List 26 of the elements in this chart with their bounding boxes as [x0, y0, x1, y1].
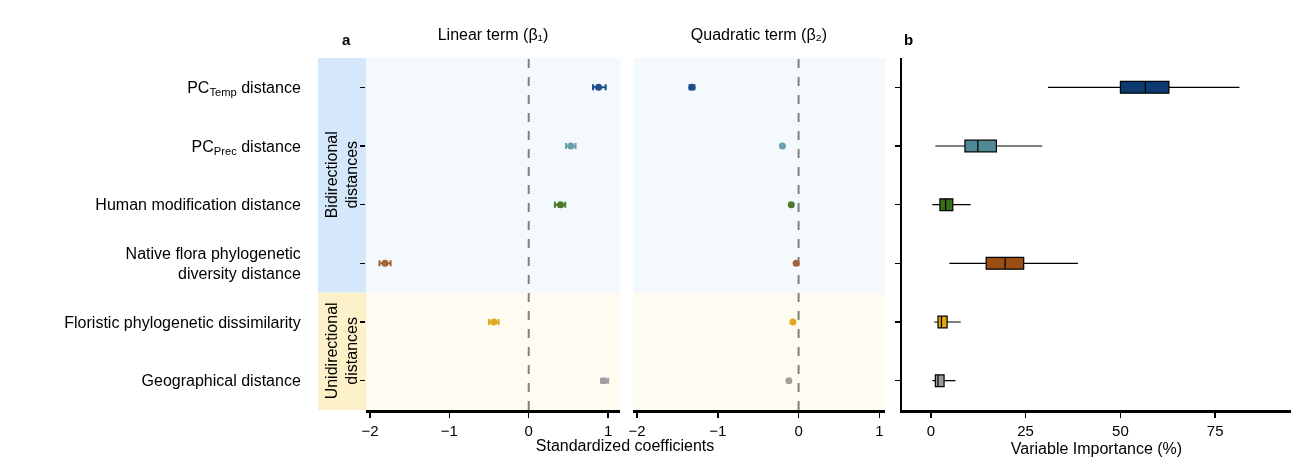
x-tick-label: 75 — [1206, 421, 1224, 439]
text: a — [342, 31, 351, 48]
band-label: Bidirectional distances — [322, 131, 361, 219]
text: b — [904, 31, 914, 48]
chart-title: Linear term (β₁) — [437, 26, 549, 43]
x-tick-label: −2 — [628, 421, 646, 439]
y-tick-label: PC$_{Temp}$ distance — [187, 78, 301, 99]
x-tick-label: 25 — [1017, 421, 1034, 439]
y-tick-label: Floristic phylogenetic dissimilarity — [64, 313, 301, 331]
x-tick-label: 50 — [1112, 421, 1129, 439]
chart-title: Quadratic term (β₂) — [690, 26, 828, 43]
x-tick-label: 0 — [794, 421, 803, 439]
x-tick-label: −1 — [440, 421, 458, 439]
x-tick-label: −1 — [709, 421, 727, 439]
y-tick-label: PC$_{Prec}$ distance — [191, 137, 301, 157]
x-tick-label: 1 — [603, 421, 613, 439]
band-label: Unidirectional distances — [322, 302, 361, 400]
y-tick-label: Geographical distance — [141, 372, 301, 390]
y-tick-label: Native flora phylogenetic diversity distance — [125, 244, 301, 283]
x-tick-label: 1 — [875, 421, 884, 439]
x-tick-label: 0 — [524, 421, 533, 439]
x-axis-title: Standardized coefficients — [535, 437, 715, 455]
y-tick-label: Human modification distance — [95, 196, 301, 214]
x-tick-label: 0 — [926, 421, 935, 439]
x-tick-label: −2 — [361, 421, 379, 439]
x-axis-title: Variable Importance (%) — [1010, 440, 1183, 458]
